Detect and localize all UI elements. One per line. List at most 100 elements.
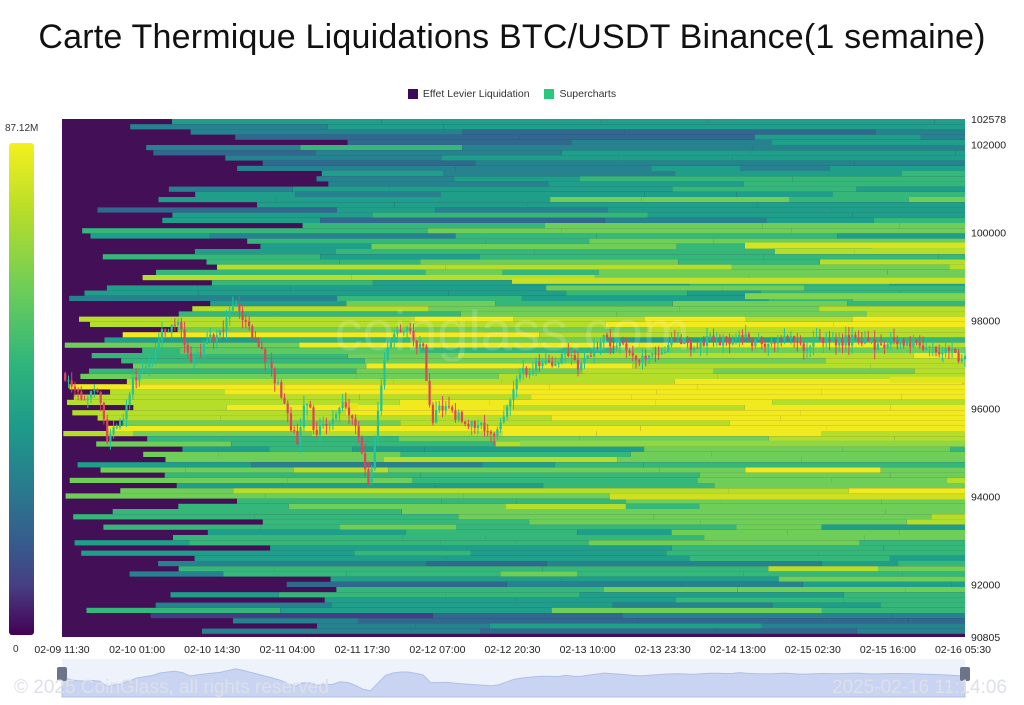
candle-body	[302, 405, 305, 428]
heatmap-cell	[97, 415, 221, 421]
candle-body	[112, 427, 115, 435]
candle-body	[631, 352, 634, 356]
heatmap-cell	[733, 155, 965, 161]
heatmap-cell	[279, 316, 415, 322]
heatmap-cell	[852, 316, 965, 322]
candle-body	[222, 330, 225, 332]
candle-body	[396, 329, 399, 334]
heatmap-cell	[722, 285, 805, 291]
heatmap-cell	[351, 275, 595, 281]
heatmap-cell	[622, 613, 891, 619]
heatmap-cell	[400, 451, 631, 457]
candle-body	[451, 407, 454, 411]
heatmap-cell	[321, 171, 444, 177]
candle-body	[554, 363, 557, 366]
heatmap-cell	[475, 160, 723, 166]
heatmap-cell	[579, 436, 769, 442]
navigator-left-handle[interactable]	[57, 667, 67, 681]
heatmap-cell	[270, 545, 488, 551]
heatmap-cell	[501, 379, 675, 385]
heatmap-cell	[644, 446, 843, 452]
heatmap-cell	[757, 202, 965, 208]
heatmap-cell	[831, 477, 947, 483]
heatmap-cell	[142, 275, 352, 281]
candle-body	[254, 338, 257, 341]
heatmap-cell	[502, 269, 599, 275]
heatmap-cell	[354, 550, 471, 556]
heatmap-cell	[158, 561, 427, 567]
candle-body	[734, 338, 738, 341]
heatmap-cell	[300, 145, 463, 151]
heatmap-cell	[455, 233, 597, 239]
heatmap-cell	[906, 519, 965, 525]
heatmap-cell	[274, 566, 543, 572]
heatmap-cell	[96, 441, 232, 447]
candle-body	[154, 349, 157, 361]
candle-body	[406, 328, 409, 331]
candle-body	[825, 339, 828, 343]
candle-body	[796, 341, 799, 343]
candle-body	[89, 390, 93, 399]
heatmap-cell	[755, 134, 921, 140]
heatmap-cell	[887, 269, 965, 275]
heatmap-cell	[233, 618, 359, 624]
candle-body	[470, 420, 473, 427]
heatmap-cell	[457, 353, 705, 359]
heatmap-cell	[912, 259, 965, 265]
candle-body	[828, 339, 831, 342]
heatmap-cell	[516, 597, 676, 603]
heatmap-cell	[497, 243, 677, 249]
heatmap-cell	[133, 431, 312, 437]
heatmap-cell	[189, 540, 441, 546]
heatmap-cell	[513, 316, 645, 322]
heatmap-cell	[520, 613, 623, 619]
candle-body	[589, 355, 592, 357]
heatmap-cell	[293, 467, 389, 473]
candle-body	[296, 431, 299, 445]
heatmap-cell	[352, 446, 425, 452]
heatmap-cell	[195, 191, 296, 197]
candle-body	[393, 333, 396, 341]
candle-body	[531, 371, 534, 374]
heatmap-cell	[546, 561, 822, 567]
heatmap-cell	[276, 197, 551, 203]
heatmap-cell	[801, 457, 965, 463]
heatmap-cell	[704, 353, 914, 359]
heatmap-cell	[516, 498, 626, 504]
heatmap-cell	[178, 503, 289, 509]
heatmap-cell	[489, 623, 762, 629]
heatmap-cell	[336, 587, 604, 593]
heatmap-cell	[317, 623, 415, 629]
heatmap-cell	[463, 493, 738, 499]
heatmap-cell	[428, 306, 579, 312]
candle-body	[809, 346, 812, 349]
heatmap-cell	[598, 269, 888, 275]
heatmap-cell	[133, 363, 367, 369]
heatmap-cell	[65, 493, 266, 499]
candle-body	[822, 338, 825, 343]
candle-body	[364, 453, 367, 470]
heatmap-cell	[373, 280, 587, 286]
heatmap-cell	[440, 540, 517, 546]
heatmap-cell	[731, 264, 950, 270]
heatmap-cell	[780, 415, 965, 421]
heatmap-cell	[808, 462, 965, 468]
navigator-right-handle[interactable]	[960, 667, 970, 681]
heatmap-cell	[880, 602, 965, 608]
heatmap-cell	[155, 602, 332, 608]
x-tick-label: 02-12 20:30	[484, 644, 540, 656]
legend-item-liquidation[interactable]: Effet Levier Liquidation	[407, 88, 530, 100]
candle-body	[447, 406, 451, 408]
heatmap-cell	[814, 571, 903, 577]
candle-body	[418, 343, 422, 348]
x-tick-label: 02-16 05:30	[935, 644, 991, 656]
heatmap-cell	[708, 119, 935, 125]
legend-item-supercharts[interactable]: Supercharts	[544, 88, 616, 100]
heatmap-cell	[899, 223, 965, 229]
candle-body	[493, 433, 496, 437]
heatmap-cell	[77, 462, 252, 468]
heatmap-cell	[542, 566, 769, 572]
candle-body	[473, 420, 476, 428]
range-navigator[interactable]	[57, 659, 970, 698]
candle-body	[786, 335, 789, 339]
